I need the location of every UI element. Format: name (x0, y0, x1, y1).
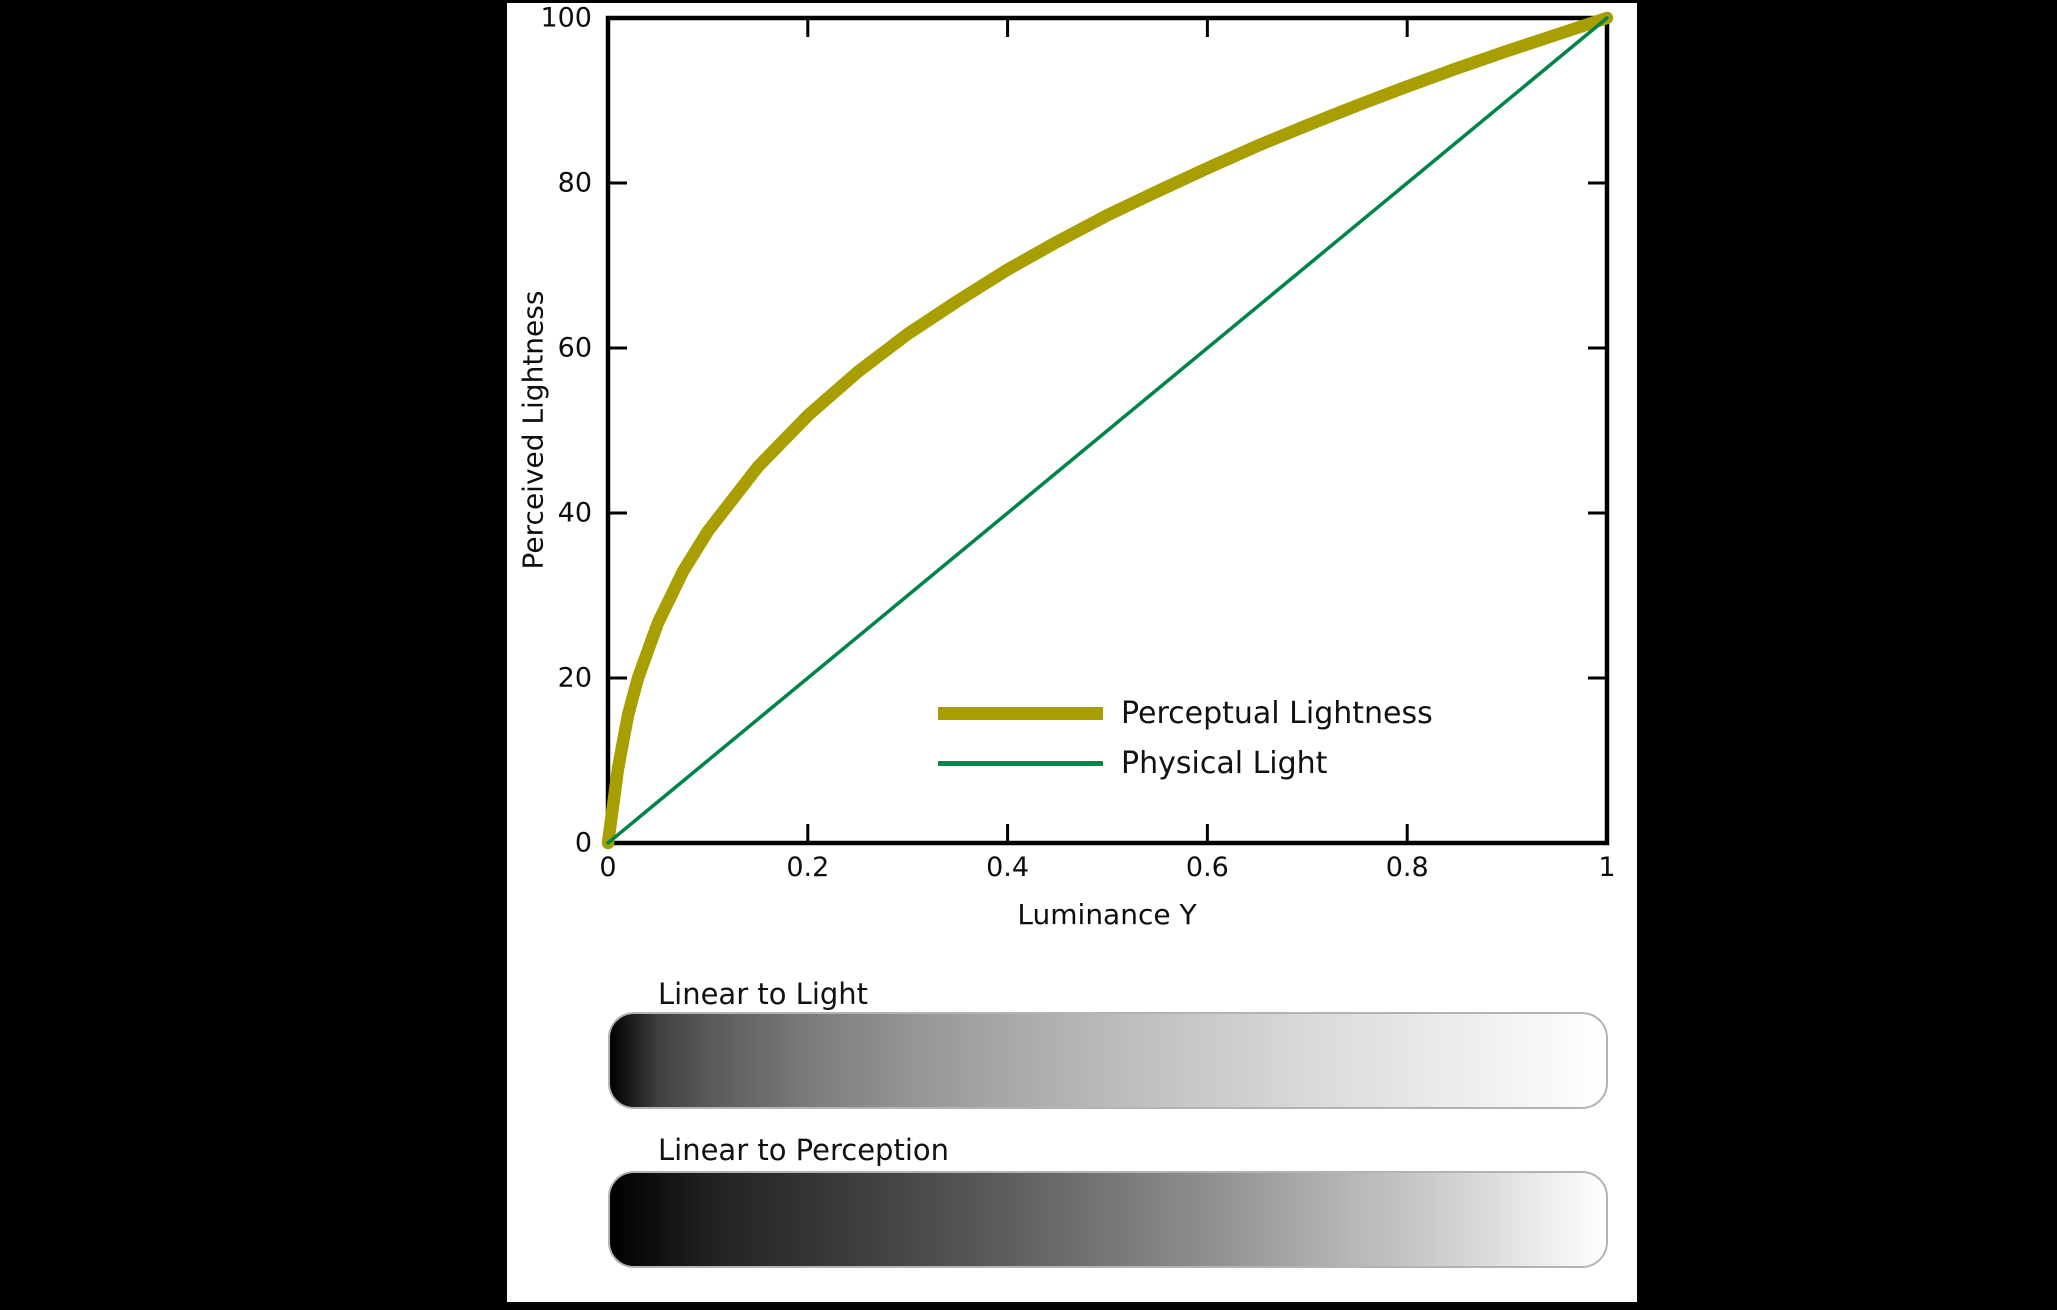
x-axis-label: Luminance Y (1017, 898, 1197, 931)
legend-swatch-1 (938, 760, 1103, 766)
gradient-bar-title-linear-to-perception: Linear to Perception (658, 1133, 950, 1167)
legend: Perceptual Lightness Physical Light (938, 688, 1458, 788)
legend-item-physical-light: Physical Light (938, 738, 1458, 788)
physical-light-curve (606, 16, 1609, 845)
legend-swatch-0 (938, 706, 1103, 720)
y-tick-label: 20 (557, 662, 592, 694)
x-tick-label: 0.4 (986, 852, 1030, 883)
x-tick-label: 0.6 (1185, 852, 1229, 883)
y-axis-label: Perceived Lightness (516, 290, 550, 570)
x-tick-label: 0 (599, 852, 617, 883)
y-tick-label: 60 (557, 332, 592, 364)
legend-item-perceptual-lightness: Perceptual Lightness (938, 688, 1458, 738)
legend-label: Physical Light (1121, 745, 1328, 781)
y-tick-label: 0 (574, 827, 592, 859)
x-tick-label: 1 (1598, 852, 1616, 883)
y-tick-label: 80 (557, 167, 592, 199)
x-tick-label: 0.2 (786, 852, 830, 883)
y-tick-label: 100 (540, 2, 592, 34)
y-tick-label: 40 (557, 497, 592, 529)
gradient-bar-1 (608, 1171, 1608, 1268)
legend-label: Perceptual Lightness (1121, 695, 1433, 731)
perceptual-lightness-curve (601, 11, 1614, 850)
x-tick-label: 0.8 (1385, 852, 1429, 883)
gradient-bar-0 (608, 1012, 1608, 1109)
plot-border (605, 15, 1610, 846)
gradient-bar-title-linear-to-light: Linear to Light (658, 977, 869, 1011)
